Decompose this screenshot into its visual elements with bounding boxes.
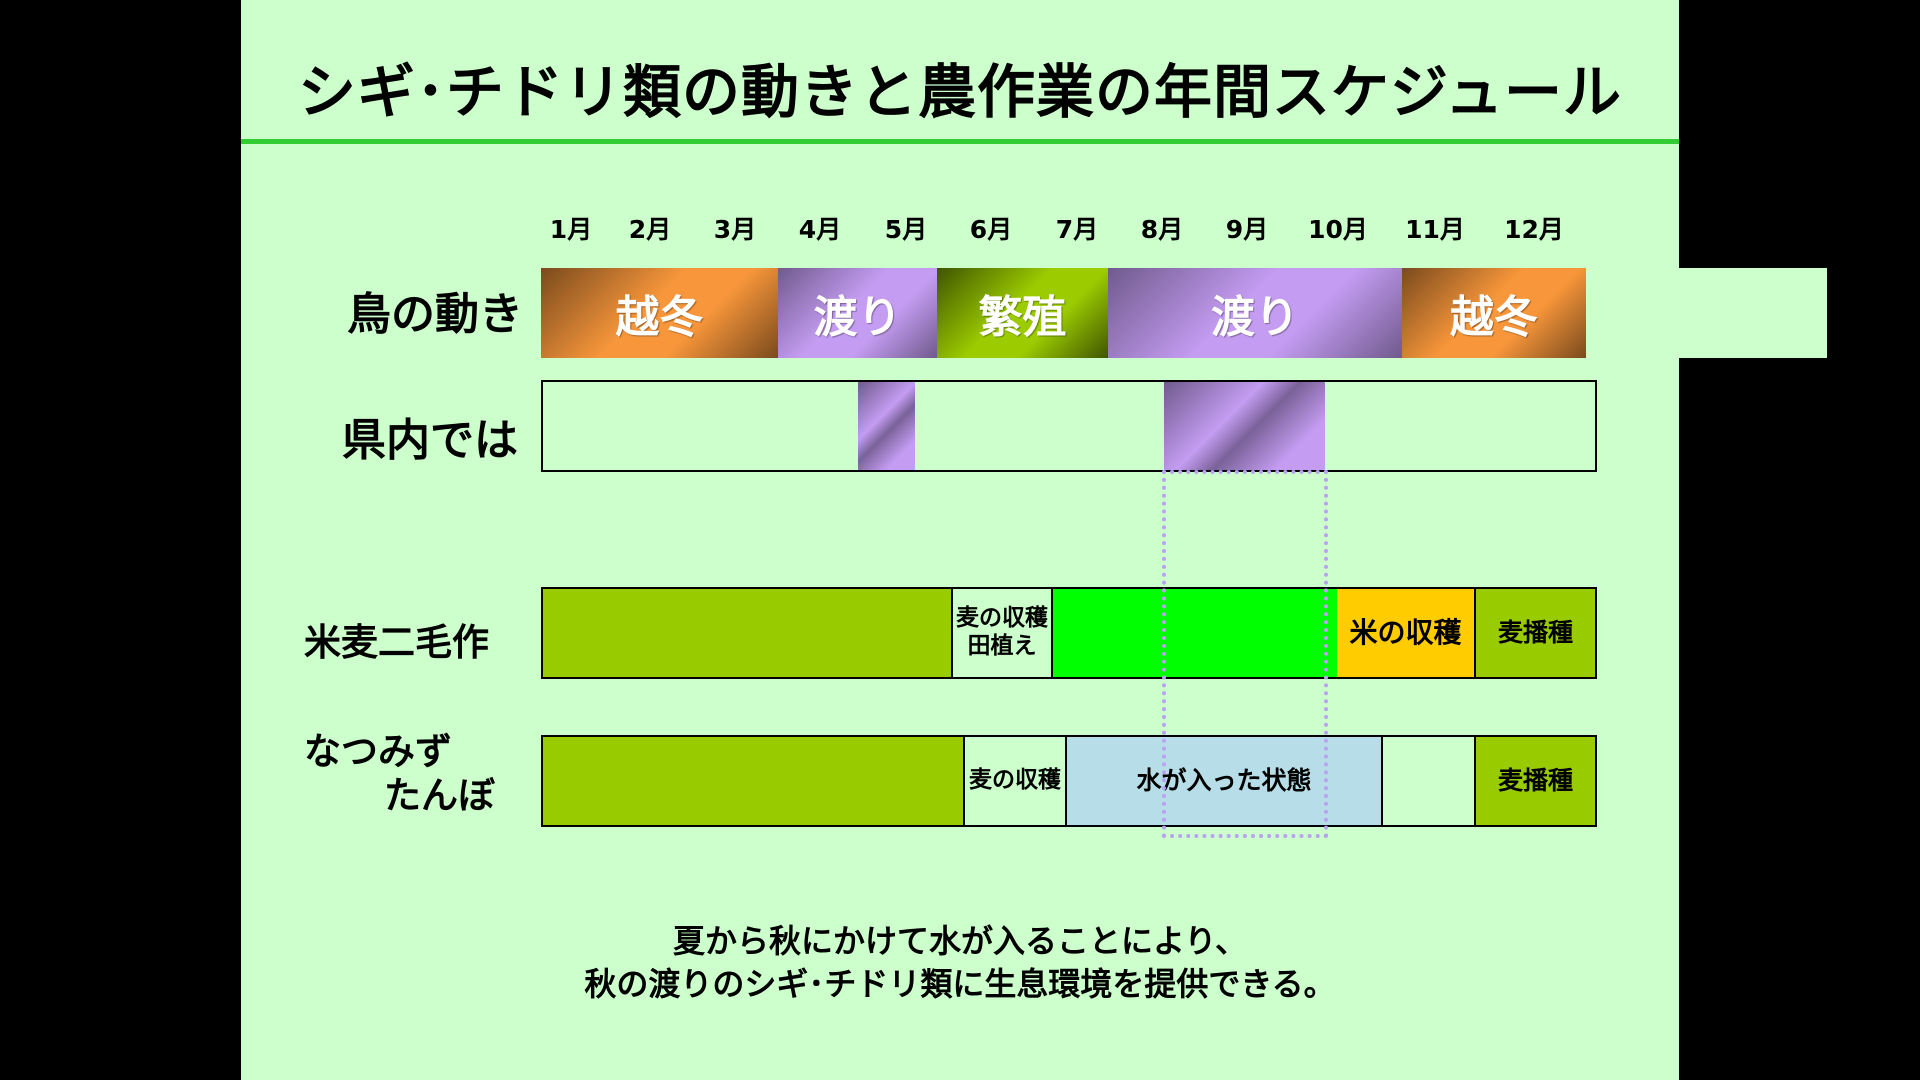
month-label: 3月 bbox=[713, 215, 757, 244]
natsumizu-segment-growing bbox=[543, 737, 963, 825]
natsumizu-segment-wheat-harvest: 麦の収穫 bbox=[963, 737, 1065, 825]
month-label: 6月 bbox=[969, 215, 1013, 244]
segment-label: 田植え bbox=[967, 633, 1037, 659]
month-label: 10月 bbox=[1308, 215, 1368, 244]
bird-segment-migration: 渡り bbox=[778, 268, 937, 358]
segment-label: 渡り bbox=[813, 292, 902, 343]
month-label: 9月 bbox=[1225, 215, 1269, 244]
month-label: 5月 bbox=[884, 215, 928, 244]
bird-segment-wintering: 越冬 bbox=[541, 268, 778, 358]
natsumizu-segment-empty bbox=[1383, 737, 1474, 825]
segment-label: 麦播種 bbox=[1497, 618, 1573, 647]
segment-label: 繁殖 bbox=[978, 292, 1067, 343]
rice-wheat-bar: 麦の収穫 田植え 米の収穫 麦播種 bbox=[541, 587, 1597, 679]
natsumizu-segment-flooded: 水が入った状態 bbox=[1065, 737, 1383, 825]
footnote: 夏から秋にかけて水が入ることにより、 秋の渡りのシギ･チドリ類に生息環境を提供で… bbox=[241, 920, 1679, 1006]
bird-movement-bar: 越冬 渡り 繁殖 渡り 越冬 bbox=[541, 268, 1827, 358]
segment-label: 麦の収穫 bbox=[969, 767, 1061, 794]
rice-wheat-segment-harvest-planting: 麦の収穫 田植え bbox=[951, 589, 1053, 677]
autumn-migration-highlight-box bbox=[1162, 470, 1328, 838]
prefecture-migration-spring bbox=[858, 382, 915, 470]
month-label: 12月 bbox=[1504, 215, 1564, 244]
slide-title: シギ･チドリ類の動きと農作業の年間スケジュール bbox=[298, 58, 1622, 126]
segment-label: 越冬 bbox=[615, 292, 704, 343]
bird-segment-wintering: 越冬 bbox=[1402, 268, 1586, 358]
month-label: 7月 bbox=[1055, 215, 1099, 244]
natsumizu-segment-wheat-sowing: 麦播種 bbox=[1474, 737, 1595, 825]
footnote-line: 夏から秋にかけて水が入ることにより、 bbox=[672, 922, 1248, 960]
month-label: 8月 bbox=[1140, 215, 1184, 244]
in-prefecture-bar bbox=[541, 380, 1597, 472]
segment-label: 麦播種 bbox=[1497, 766, 1573, 795]
row-label-line: なつみず bbox=[304, 730, 452, 773]
row-label-in-prefecture: 県内では bbox=[342, 415, 518, 466]
title-divider bbox=[241, 139, 1679, 144]
segment-label: 麦の収穫 bbox=[956, 605, 1048, 632]
prefecture-migration-autumn bbox=[1164, 382, 1325, 470]
month-label: 2月 bbox=[628, 215, 672, 244]
segment-label: 渡り bbox=[1211, 292, 1299, 343]
rice-wheat-segment-rice bbox=[1053, 589, 1337, 677]
natsumizu-bar: 麦の収穫 水が入った状態 麦播種 bbox=[541, 735, 1597, 827]
rice-wheat-segment-growing bbox=[543, 589, 951, 677]
rice-wheat-segment-wheat-sowing: 麦播種 bbox=[1474, 589, 1595, 677]
bird-segment-breeding: 繁殖 bbox=[937, 268, 1108, 358]
segment-label: 米の収穫 bbox=[1349, 616, 1462, 650]
row-label-line: たんぼ bbox=[384, 774, 495, 818]
rice-wheat-segment-rice-harvest: 米の収穫 bbox=[1337, 589, 1474, 677]
segment-label: 越冬 bbox=[1450, 292, 1538, 343]
footnote-line: 秋の渡りのシギ･チドリ類に生息環境を提供できる。 bbox=[584, 965, 1336, 1004]
row-label-natsumizu: なつみず たんぼ bbox=[304, 730, 495, 819]
month-label: 4月 bbox=[798, 215, 842, 244]
bird-segment-migration: 渡り bbox=[1108, 268, 1402, 358]
slide: シギ･チドリ類の動きと農作業の年間スケジュール 1月 2月 3月 4月 5月 6… bbox=[241, 0, 1827, 1080]
month-label: 11月 bbox=[1405, 215, 1465, 244]
row-label-bird-movement: 鳥の動き bbox=[347, 289, 523, 340]
month-label: 1月 bbox=[549, 215, 593, 244]
row-label-rice-wheat: 米麦二毛作 bbox=[304, 621, 489, 664]
